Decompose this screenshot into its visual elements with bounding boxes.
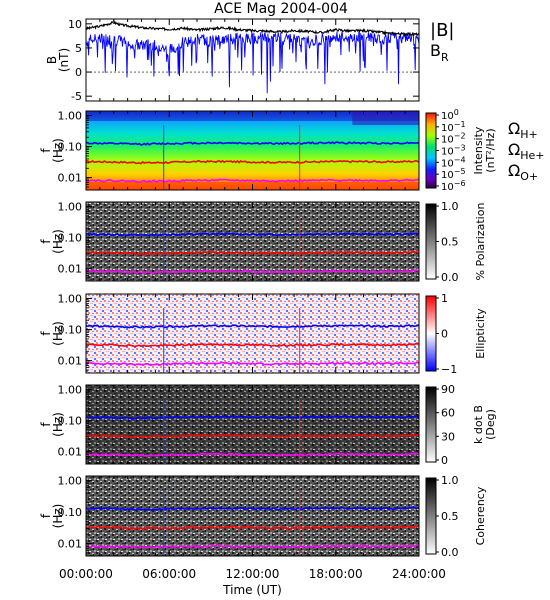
chart-title: ACE Mag 2004-004 xyxy=(214,1,348,17)
panel-5-cbar-tick-label-0: 1.0 xyxy=(441,474,459,487)
panel-3-ylabel-line2: (Hz) xyxy=(51,321,65,346)
panel-4-heatmap xyxy=(86,385,419,464)
legend-omega-oplus: ΩO+ xyxy=(508,161,538,183)
panel-3-ytick-label-2: 0.01 xyxy=(58,355,83,368)
series-br-line xyxy=(85,31,420,94)
panel-2-gyro-heplus-line xyxy=(85,250,420,256)
panel-2-ytick-label-0: 1.00 xyxy=(58,201,83,214)
legend-omega-heplus: ΩHe+ xyxy=(508,140,545,162)
panel-4-cbar-tick-label-0: 90 xyxy=(441,383,455,396)
panel-4-colorbar xyxy=(425,386,437,463)
panel-5-gyro-heplus-line xyxy=(85,525,420,530)
panel-3-ytick-label-0: 1.00 xyxy=(58,293,83,306)
panel-4-cbar-label-line1: k dot B xyxy=(472,405,485,444)
xtick-label-4: 24:00:00 xyxy=(392,567,446,581)
panel-3-gyro-hplus-line xyxy=(85,324,420,329)
panel-2-colorbar xyxy=(425,203,437,280)
panel-1-cbar-label-line1: Intensity xyxy=(472,126,485,174)
panel-2-gyro-hplus-line xyxy=(85,232,420,237)
panel-4-ytick-label-2: 0.01 xyxy=(58,446,83,459)
bpanel-ylabel-line2: (nT) xyxy=(57,48,71,72)
panel-1-gyro-hplus-line xyxy=(86,141,420,146)
panel-3-ylabel-line1: f xyxy=(39,331,53,336)
panel-4-ylabel-line2: (Hz) xyxy=(51,412,65,437)
panel-1-ytick-label-2: 0.01 xyxy=(58,172,83,185)
panel-3-cbar-tick-label-1: 0 xyxy=(441,328,448,341)
panel-5-ylabel-line2: (Hz) xyxy=(51,504,65,529)
panel-5-gyro-hplus-line xyxy=(85,506,420,512)
panel-2-ytick-label-2: 0.01 xyxy=(58,263,83,276)
xtick-label-3: 18:00:00 xyxy=(309,567,363,581)
panel-1-ytick-label-1: 0.10 xyxy=(58,141,83,154)
panel-3-gyro-heplus-line xyxy=(85,342,420,348)
panel-2-cbar-label: % Polarization xyxy=(474,203,487,281)
bpanel-ytick-label-0: -5 xyxy=(71,90,82,103)
panel-5-cbar-label: Coherency xyxy=(474,486,487,545)
xtick-label-0: 00:00:00 xyxy=(59,567,113,581)
panel-3-cbar-tick-label-2: −1 xyxy=(441,363,457,376)
panel-5-heatmap xyxy=(86,476,419,556)
panel-4-cbar-tick-label-1: 60 xyxy=(441,407,455,420)
panel-2-ylabel-line1: f xyxy=(39,239,53,244)
panel-1-cbar-label-line2: (nT²/Hz) xyxy=(484,128,497,172)
panel-5-ytick-label-1: 0.10 xyxy=(58,506,83,519)
panel-3-cbar-tick-label-0: 1 xyxy=(441,292,448,305)
panel-4-gyro-oplus-line xyxy=(85,452,420,457)
panel-2-gyro-oplus-line xyxy=(85,269,420,274)
panel-3-gyro-oplus-line xyxy=(85,361,419,366)
panel-5-ylabel-line1: f xyxy=(39,513,53,518)
panel-5-ytick-label-2: 0.01 xyxy=(58,537,83,550)
panel-4-ylabel-line1: f xyxy=(39,422,53,427)
panel-2-ytick-label-1: 0.10 xyxy=(58,232,83,245)
panel-1-ylabel-line2: (Hz) xyxy=(51,138,65,163)
bpanel-ylabel-line1: B xyxy=(45,56,59,64)
panel-3-colorbar xyxy=(425,295,437,372)
panel-4-cbar-tick-label-2: 30 xyxy=(441,430,455,443)
spectrum-late-band xyxy=(352,111,419,125)
series-bmag-line xyxy=(85,20,420,37)
xtick-label-1: 06:00:00 xyxy=(142,567,196,581)
panel-4-cbar-tick-label-3: 0 xyxy=(441,454,448,467)
panel-5-ytick-label-0: 1.00 xyxy=(58,475,83,488)
panel-1-gyro-oplus-line xyxy=(86,178,420,184)
panel-1-colorbar xyxy=(425,112,437,189)
legend-omega-hplus: ΩH+ xyxy=(508,119,538,141)
panel-3-heatmap xyxy=(86,294,419,373)
panel-1-cbar-tick-label-6: 10−6 xyxy=(441,179,466,193)
panel-4-ytick-label-1: 0.10 xyxy=(58,415,83,428)
panel-5-gyro-oplus-line xyxy=(85,544,420,549)
bpanel-ytick-label-3: 10 xyxy=(68,18,82,31)
panel-2-ylabel-line2: (Hz) xyxy=(51,229,65,254)
legend-bmag: |B| xyxy=(430,20,454,41)
xtick-label-2: 12:00:00 xyxy=(226,567,280,581)
panel-4-cbar-label-line2: (Deg) xyxy=(484,409,497,440)
panel-2-cbar-tick-label-1: 0.5 xyxy=(441,236,459,249)
panel-1-gyro-heplus-line xyxy=(86,159,420,165)
legend-br: BR xyxy=(430,41,449,64)
panel-2-cbar-tick-label-0: 1.0 xyxy=(441,200,459,213)
panel-5-colorbar xyxy=(425,477,437,555)
panel-1-ytick-label-0: 1.00 xyxy=(58,110,83,123)
bpanel-ytick-label-2: 5 xyxy=(75,42,82,55)
panel-2-heatmap xyxy=(86,202,419,281)
panel-5-cbar-tick-label-1: 0.5 xyxy=(441,510,459,523)
panel-4-ytick-label-0: 1.00 xyxy=(58,384,83,397)
panel-2-cbar-tick-label-2: 0.0 xyxy=(441,271,459,284)
panel-4-gyro-hplus-line xyxy=(85,415,420,420)
panel-5-cbar-tick-label-2: 0.0 xyxy=(441,546,459,559)
panel-4-gyro-heplus-line xyxy=(85,433,420,439)
panel-1-ylabel-line1: f xyxy=(39,148,53,153)
panel-3-ytick-label-1: 0.10 xyxy=(58,324,83,337)
x-axis-label: Time (UT) xyxy=(222,583,282,597)
bpanel-ytick-label-1: 0 xyxy=(75,66,82,79)
panel-3-cbar-label: Ellipticity xyxy=(474,308,487,359)
